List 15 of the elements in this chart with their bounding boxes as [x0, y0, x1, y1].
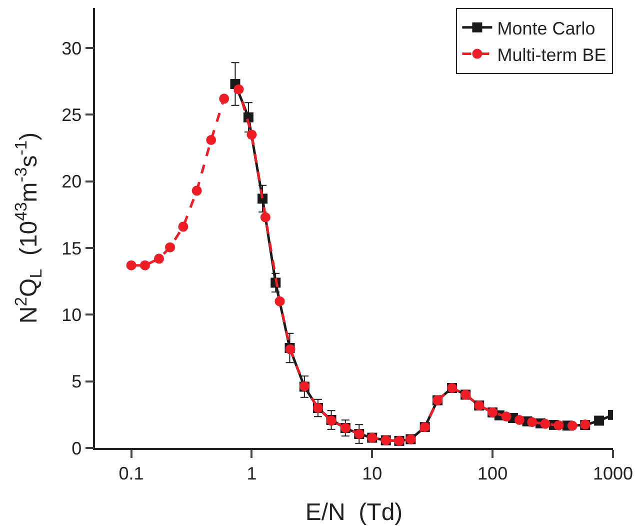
y-tick-label: 30 [62, 38, 82, 58]
x-tick-label: 100 [478, 463, 508, 484]
y-tick-label: 15 [62, 238, 82, 258]
y-tick-label: 20 [62, 172, 82, 192]
legend-label: Multi-term BE [497, 44, 606, 65]
y-tick-label: 0 [72, 438, 82, 458]
x-tick-label: 1 [246, 463, 257, 484]
y-tick-label: 5 [72, 372, 82, 392]
y-tick-label: 25 [62, 104, 82, 125]
x-tick-label: 0.1 [118, 463, 144, 484]
x-tick-label: 10 [362, 463, 382, 484]
x-axis-title: E/N (Td) [305, 499, 403, 526]
legend-label: Monte Carlo [497, 18, 596, 38]
x-tick-label: 1000 [592, 463, 634, 484]
y-tick-label: 10 [62, 304, 82, 325]
